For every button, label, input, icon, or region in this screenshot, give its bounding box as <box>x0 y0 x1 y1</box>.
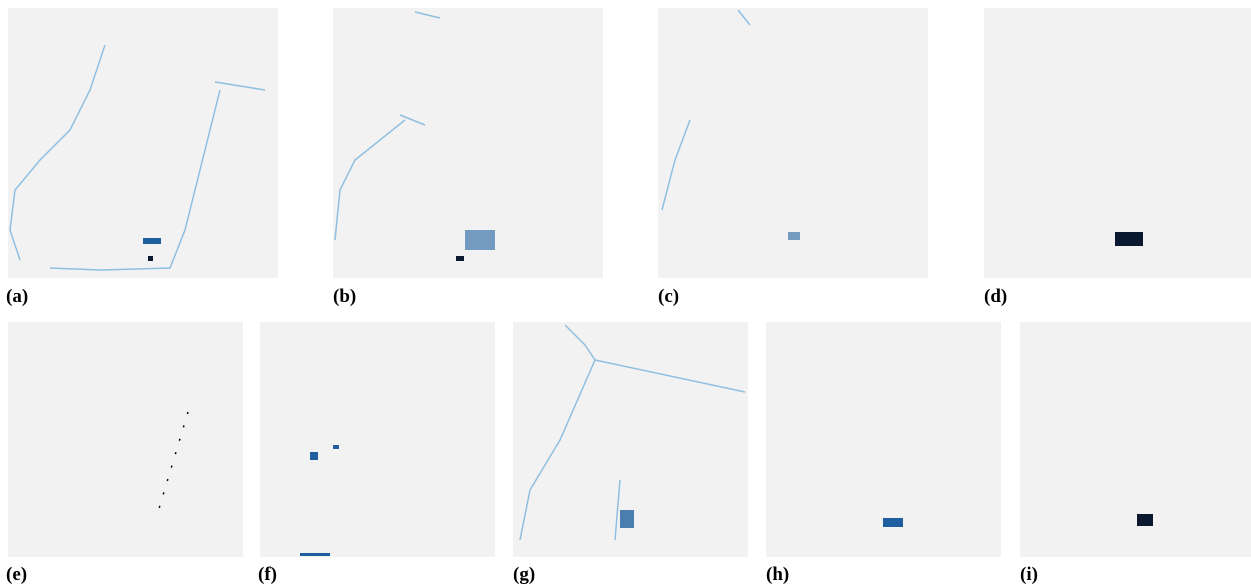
blob <box>1115 232 1143 246</box>
panel-f: (f) <box>258 322 495 585</box>
streak <box>519 324 746 541</box>
blob <box>1137 514 1153 526</box>
panel-i: (i) <box>1020 322 1251 585</box>
blob <box>310 452 318 460</box>
blob <box>143 238 161 244</box>
blob <box>300 553 330 556</box>
panel-d: (d) <box>984 8 1251 307</box>
streak <box>9 44 266 271</box>
panel-label: (c) <box>658 286 679 307</box>
panel-b: (b) <box>333 8 603 307</box>
blob <box>788 232 800 240</box>
blob <box>456 256 464 261</box>
blob <box>333 445 339 449</box>
blob <box>883 518 903 527</box>
panel-label: (a) <box>6 286 28 307</box>
panel-e: (e) <box>6 322 243 585</box>
panel-h: (h) <box>766 322 1001 585</box>
panel-label: (i) <box>1020 564 1038 585</box>
blob <box>465 230 495 250</box>
panel-label: (f) <box>258 564 277 585</box>
panel-g: (g) <box>513 322 748 585</box>
blob <box>148 256 153 261</box>
panel-c: (c) <box>658 8 928 307</box>
panel-label: (b) <box>333 286 356 307</box>
panel-label: (h) <box>766 564 789 585</box>
streak <box>661 9 751 211</box>
panel-image <box>1020 322 1251 557</box>
panel-a: (a) <box>6 8 278 307</box>
panel-image <box>766 322 1001 557</box>
blob <box>620 510 634 528</box>
panel-label: (g) <box>513 564 535 585</box>
panel-image <box>8 322 243 557</box>
panel-label: (e) <box>6 564 27 585</box>
panel-image <box>260 322 495 557</box>
panel-image <box>8 8 278 278</box>
streak <box>334 11 441 241</box>
panel-label: (d) <box>984 286 1007 307</box>
